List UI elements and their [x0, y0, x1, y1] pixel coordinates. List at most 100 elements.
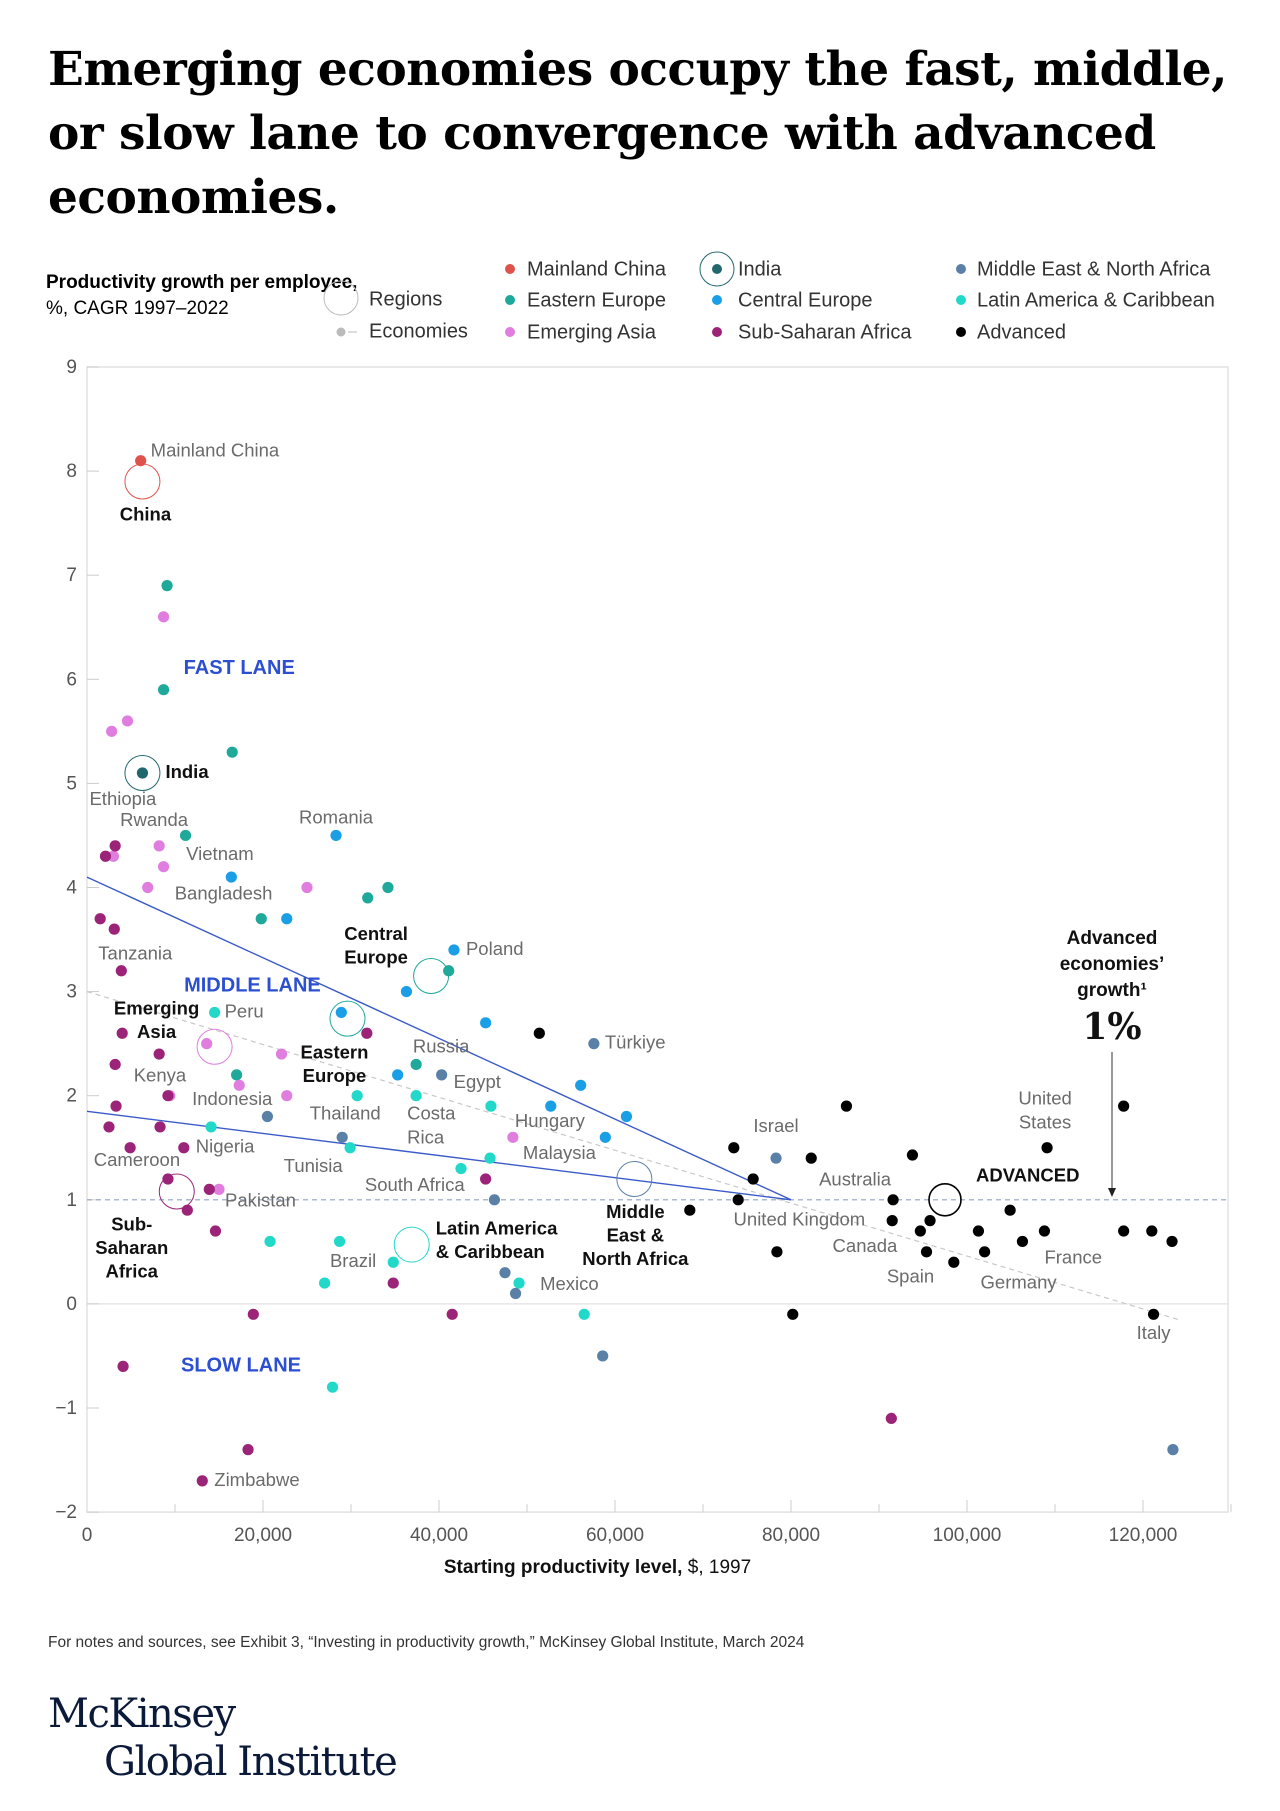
- region-label: Middle: [606, 1201, 665, 1222]
- data-point: [924, 1215, 936, 1227]
- annotation-value: 1%: [1082, 1006, 1141, 1048]
- legend-india-circle-icon: [699, 251, 735, 287]
- series-advanced: Australia United Kingdom Canada France Spain…: [533, 1027, 1178, 1343]
- point-label: Bangladesh: [175, 882, 273, 903]
- x-tick-label: 0: [82, 1525, 93, 1546]
- point-label: Vietnam: [186, 843, 254, 864]
- data-point: [1118, 1100, 1130, 1112]
- data-point: [117, 1360, 129, 1372]
- data-point: [747, 1173, 759, 1185]
- region-label: & Caribbean: [436, 1241, 545, 1262]
- y-tick-label: 4: [66, 878, 77, 899]
- point-label: Tunisia: [284, 1155, 344, 1176]
- legend-item: Sub-Saharan Africa: [738, 321, 912, 343]
- data-point: [209, 1006, 221, 1019]
- data-point: [142, 881, 154, 894]
- annotation-text: Advanced: [1067, 928, 1158, 949]
- data-point: [480, 1173, 492, 1185]
- data-point: [887, 1194, 899, 1206]
- data-point: [225, 871, 237, 883]
- data-point: [885, 1412, 897, 1425]
- region-circle: [616, 1160, 653, 1197]
- region-circle: [928, 1183, 962, 1217]
- data-point: [336, 1131, 348, 1143]
- point-label: Zimbabwe: [214, 1469, 299, 1490]
- data-point: [1147, 1308, 1160, 1320]
- point-label: Tanzania: [98, 943, 173, 964]
- y-tick-label: 5: [66, 773, 77, 794]
- region-circle: [413, 957, 450, 994]
- region-label: Central: [344, 923, 408, 944]
- point-label: South Africa: [365, 1174, 465, 1195]
- data-point: [1016, 1235, 1029, 1248]
- data-point: [103, 1121, 115, 1133]
- data-point: [161, 580, 173, 592]
- region-circle: [329, 1000, 366, 1037]
- legend-item: Emerging Asia: [527, 321, 657, 343]
- lane-boundary-line: [86, 1110, 792, 1201]
- data-point: [162, 1090, 174, 1102]
- point-label: Brazil: [330, 1250, 376, 1271]
- data-point: [330, 829, 342, 842]
- data-point: [121, 715, 134, 727]
- data-point: [326, 1381, 339, 1393]
- point-label: Hungary: [515, 1110, 586, 1131]
- lane-boundary-line: [86, 876, 792, 1201]
- lane-label: SLOW LANE: [181, 1355, 301, 1377]
- data-point: [387, 1256, 399, 1268]
- data-point: [231, 1069, 243, 1081]
- legend-item: Central Europe: [738, 289, 873, 311]
- logo-line-1: McKinsey: [48, 1691, 236, 1737]
- data-point: [108, 923, 120, 935]
- series-india: [136, 767, 149, 779]
- legend-item: India: [738, 258, 782, 280]
- series-central-europe: Romania Poland: [225, 806, 633, 1143]
- legend-item: Mainland China: [527, 258, 667, 280]
- data-point: [1041, 1142, 1053, 1154]
- data-point: [455, 1162, 467, 1175]
- point-label: Ethiopia: [89, 788, 157, 809]
- legend-dot-icon: [956, 295, 966, 305]
- point-label: Italy: [1137, 1322, 1172, 1343]
- point-label: Canada: [833, 1235, 899, 1256]
- point-label: Malaysia: [523, 1142, 597, 1163]
- data-point: [410, 1090, 422, 1102]
- point-label: Rica: [407, 1127, 445, 1148]
- data-point: [1038, 1225, 1051, 1237]
- data-point: [181, 1204, 193, 1216]
- region-label: ADVANCED: [976, 1165, 1079, 1186]
- y-tick-label: 1: [66, 1190, 77, 1211]
- data-point: [261, 1110, 273, 1123]
- point-label: Peru: [225, 1000, 264, 1021]
- plot-frame: [86, 366, 1229, 1513]
- point-label: Poland: [466, 938, 524, 959]
- point-label: Romania: [299, 806, 374, 827]
- data-point: [203, 1183, 215, 1195]
- x-tick-label: 100,000: [933, 1525, 1002, 1546]
- x-axis-title-unit: $, 1997: [682, 1557, 751, 1578]
- point-label: Mainland China: [151, 440, 280, 461]
- y-tick-label: 8: [66, 461, 77, 482]
- trend-line: [86, 991, 1179, 1321]
- logo-line-2: Global Institute: [104, 1739, 398, 1785]
- data-point: [99, 850, 112, 862]
- data-point: [153, 1048, 165, 1060]
- legend-item: Advanced: [977, 321, 1066, 343]
- data-point: [124, 1142, 136, 1154]
- data-point: [1004, 1204, 1016, 1216]
- data-point: [597, 1350, 609, 1362]
- legend-dot-icon: [956, 264, 966, 274]
- point-label: States: [1019, 1112, 1071, 1133]
- data-point: [335, 1006, 347, 1019]
- data-point: [770, 1152, 782, 1164]
- x-axis-title-main: Starting productivity level,: [444, 1557, 683, 1578]
- point-label: Germany: [981, 1272, 1058, 1293]
- data-point: [1167, 1444, 1179, 1456]
- y-tick-label: 3: [66, 982, 77, 1003]
- series-emerging-asia: Vietnam Bangladesh Indonesia Thailand Pakist…: [106, 611, 597, 1210]
- y-tick-label: 7: [66, 565, 77, 586]
- data-point: [972, 1225, 985, 1237]
- data-point: [205, 1121, 217, 1133]
- data-point: [410, 1058, 422, 1071]
- legend-dot-icon: [505, 327, 515, 337]
